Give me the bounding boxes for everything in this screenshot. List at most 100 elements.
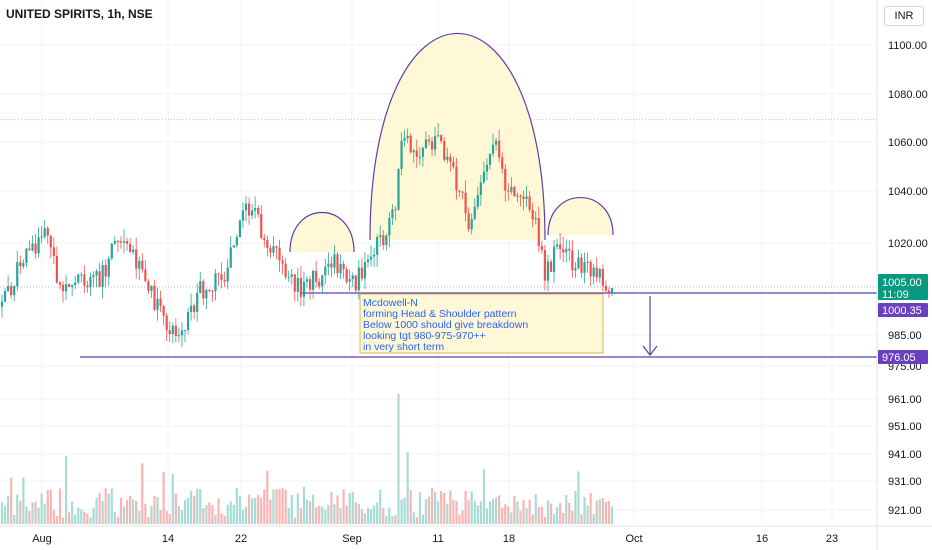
candle-body [226,267,229,282]
candle-body [25,248,28,263]
volume-bar [202,508,205,524]
candle-body [446,156,449,160]
candle-body [327,263,330,267]
candle-body [269,247,272,253]
candle-body [559,244,562,250]
volume-bar [443,492,446,524]
volume-bar [531,514,534,524]
y-tick-label: 1060.00 [888,137,928,149]
volume-bar [610,506,614,524]
volume-bar [321,506,324,524]
volume-bar [80,509,83,524]
candle-body [348,279,351,282]
volume-bar [440,491,443,524]
volume-bar [7,495,10,524]
candle-body [177,335,180,337]
candle-body [223,279,226,282]
volume-bar [220,513,223,524]
volume-bar [562,512,565,524]
volume-bar [55,516,58,524]
candle-body [495,140,498,145]
volume-bar [388,507,391,524]
candle-body [22,262,25,267]
volume-bar [186,498,190,524]
y-tick-label: 1040.00 [888,186,928,198]
candle-body [604,285,607,291]
x-tick-label: 14 [162,533,174,545]
volume-bar [241,509,245,524]
candle-body [336,254,339,274]
volume-bar [495,497,498,524]
candle-body [382,235,385,246]
x-tick-label: 22 [235,533,247,545]
volume-bar [482,469,485,524]
volume-bar [293,517,296,524]
candle-body [562,249,565,253]
candle-body [592,267,595,277]
candle-body [504,168,507,191]
currency-button[interactable]: INR [884,6,924,26]
volume-bar [369,509,373,524]
volume-bar [504,504,507,524]
y-tick-label: 1020.00 [888,238,928,250]
candle-body [458,190,461,192]
volume-bar [430,488,434,524]
volume-bar [25,506,28,524]
annotation-note[interactable]: Mcdowell-N forming Head & Shoulder patte… [359,293,604,354]
volume-bar [415,517,418,524]
candle-body [333,254,336,268]
x-tick-label: 18 [503,533,515,545]
volume-bar [183,500,187,524]
candle-body [388,217,391,236]
volume-bar [113,511,116,524]
level-1-value: 1000.35 [882,305,922,317]
candle-body [415,150,418,157]
annotation-line-4: looking tgt 980-975-970++ [363,330,486,342]
candle-body [34,243,37,254]
volume-bar [101,501,104,524]
volume-bar [595,500,598,524]
volume-bar [214,514,217,524]
volume-bar [269,499,272,524]
volume-bar [583,496,586,524]
volume-bar [40,493,43,524]
volume-bar [546,500,550,524]
candle-body [98,271,101,287]
candle-body [104,265,107,277]
volume-bar [3,505,7,524]
volume-bar [266,470,269,524]
candle-body [549,261,553,272]
volume-bar [528,499,531,524]
candle-body [424,139,428,148]
candle-body [421,147,424,157]
volume-bar [77,507,80,524]
candle-body [150,285,153,291]
candle-body [119,241,123,243]
volume-bar [336,495,339,524]
volume-bar [507,506,510,524]
volume-bar [473,500,476,524]
candle-body [40,236,43,238]
volume-bar [409,490,412,524]
volume-bar [452,499,455,524]
volume-bar [421,514,424,524]
candle-body [290,274,293,277]
volume-bar [177,505,180,524]
candle-body [174,325,177,337]
volume-bar [10,477,13,524]
volume-bar [339,508,342,524]
y-tick-label: 961.00 [888,394,922,406]
y-tick-label: 931.00 [888,476,922,488]
candle-body [272,246,275,253]
volume-bar [491,498,495,524]
candle-body [427,139,431,142]
candle-body [159,298,162,307]
volume-bar [537,507,540,524]
candle-body [116,240,119,242]
volume-bar [568,502,571,524]
volume-bar [354,502,357,524]
y-tick-label: 941.00 [888,449,922,461]
candle-body [241,210,245,221]
candle-body [369,256,373,260]
